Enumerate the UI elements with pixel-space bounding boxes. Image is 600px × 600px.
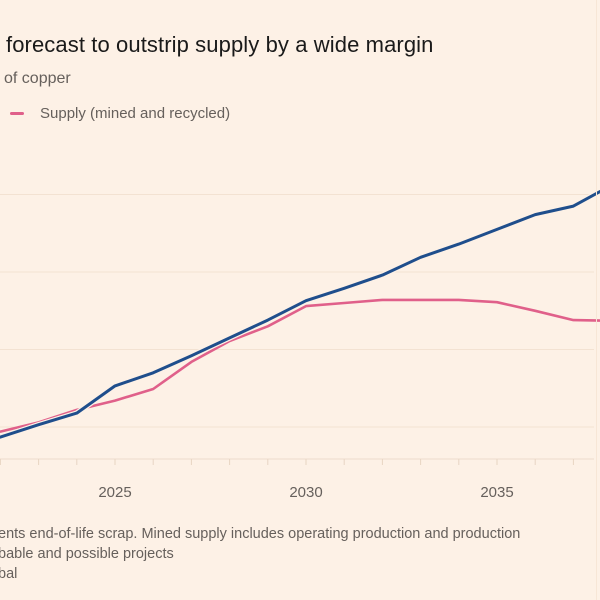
- data-point-demand-2032: [380, 273, 384, 277]
- data-point-demand-2030: [304, 299, 308, 303]
- data-point-demand-2031: [342, 286, 346, 290]
- data-point-supply-mined-and-recycled-2033: [419, 298, 423, 302]
- chart-title: forecast to outstrip supply by a wide ma…: [6, 32, 434, 57]
- data-point-supply-mined-and-recycled-2029: [266, 324, 270, 328]
- data-point-demand-2029: [266, 318, 270, 322]
- data-point-supply-mined-and-recycled-2027: [189, 360, 193, 364]
- data-point-supply-mined-and-recycled-2035: [495, 300, 499, 304]
- legend-swatch-supply: [10, 112, 24, 115]
- data-point-supply-mined-and-recycled-2032: [380, 298, 384, 302]
- data-point-supply-mined-and-recycled-2025: [113, 399, 117, 403]
- gridlines: [0, 194, 594, 428]
- data-point-supply-mined-and-recycled-2034: [457, 298, 461, 302]
- data-point-demand-2024: [75, 411, 79, 415]
- data-point-demand-2035: [495, 227, 499, 231]
- chart-subtitle: of copper: [4, 70, 71, 87]
- series-line-supply-mined-and-recycled: [0, 298, 600, 433]
- data-point-demand-2036: [533, 213, 537, 217]
- data-point-demand-2026: [151, 371, 155, 375]
- data-point-demand-2034: [457, 242, 461, 246]
- data-point-demand-2023: [37, 423, 41, 427]
- data-point-supply-mined-and-recycled-2030: [304, 304, 308, 308]
- series-lines: [0, 188, 600, 440]
- data-point-demand-2033: [419, 255, 423, 259]
- data-point-demand-2025: [113, 384, 117, 388]
- data-point-supply-mined-and-recycled-2036: [533, 309, 537, 313]
- legend: Supply (mined and recycled): [10, 105, 230, 122]
- legend-label-supply: Supply (mined and recycled): [40, 105, 231, 122]
- x-tick-label-2025: 2025: [98, 484, 131, 501]
- footnote-line-2: bable and possible projects: [0, 546, 174, 562]
- footnote-line-3: bal: [0, 566, 18, 582]
- data-point-supply-mined-and-recycled-2037: [571, 318, 575, 322]
- x-axis: 2025 2030 2035: [0, 458, 594, 501]
- data-point-supply-mined-and-recycled-2031: [342, 301, 346, 305]
- data-point-demand-2027: [189, 354, 193, 358]
- x-tick-label-2030: 2030: [289, 484, 322, 501]
- data-point-demand-2028: [228, 336, 232, 340]
- x-tick-label-2035: 2035: [480, 484, 513, 501]
- series-line-demand: [0, 189, 600, 439]
- footnote-line-1: ents end-of-life scrap. Mined supply inc…: [0, 526, 521, 542]
- data-point-supply-mined-and-recycled-2026: [151, 387, 155, 391]
- data-point-demand-2037: [571, 204, 575, 208]
- frame-edge: [596, 0, 597, 600]
